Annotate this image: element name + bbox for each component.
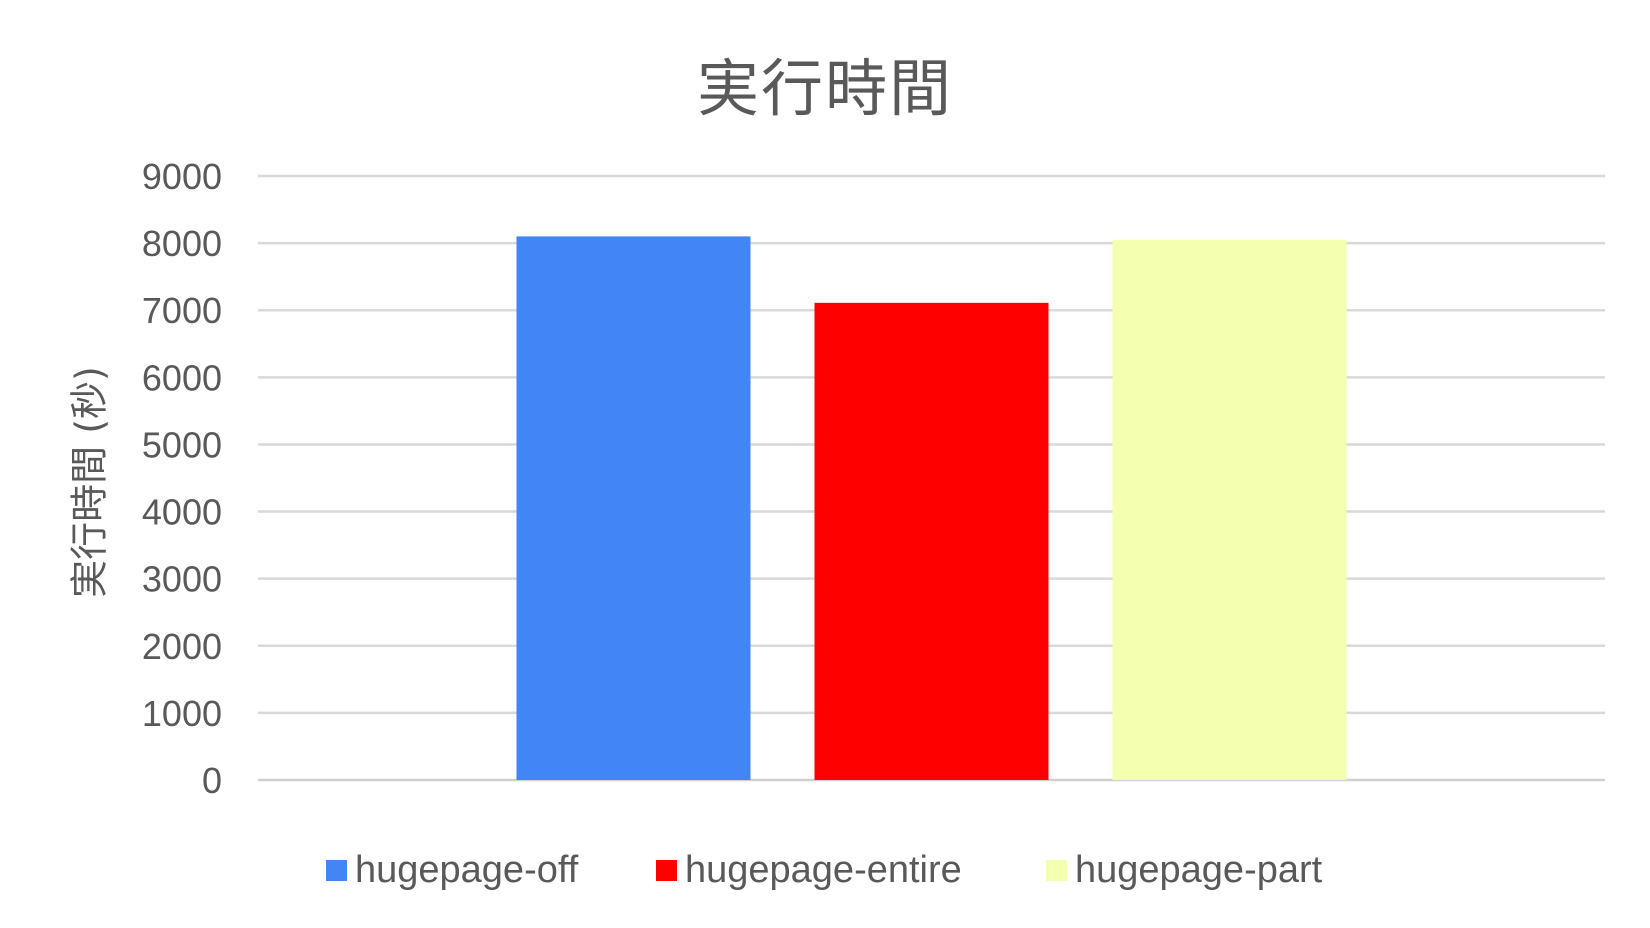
y-tick-label: 6000 [142,357,222,398]
legend-label: hugepage-off [355,849,579,891]
y-tick-label: 3000 [142,559,222,600]
legend-label: hugepage-entire [685,849,962,891]
y-tick-label: 0 [202,760,222,801]
legend-item-hugepage-entire: hugepage-entire [656,848,962,892]
bar-hugepage-entire [814,302,1049,780]
legend-swatch [326,859,347,881]
y-tick-label: 9000 [142,156,222,197]
y-tick-label: 2000 [142,626,222,667]
y-tick-label: 5000 [142,424,222,465]
legend-item-hugepage-off: hugepage-off [326,848,578,892]
y-tick-label: 1000 [142,693,222,734]
legend-swatch [656,859,677,881]
bar-hugepage-part [1112,239,1347,780]
y-tick-label: 8000 [142,223,222,264]
bar-hugepage-off [516,236,751,780]
legend: hugepage-off hugepage-entire hugepage-part [0,848,1650,892]
y-tick-label: 4000 [142,492,222,533]
legend-swatch [1046,859,1067,881]
legend-item-hugepage-part: hugepage-part [1046,848,1322,892]
legend-label: hugepage-part [1075,849,1323,891]
y-tick-label: 7000 [142,290,222,331]
chart-title: 実行時間 [696,52,953,125]
